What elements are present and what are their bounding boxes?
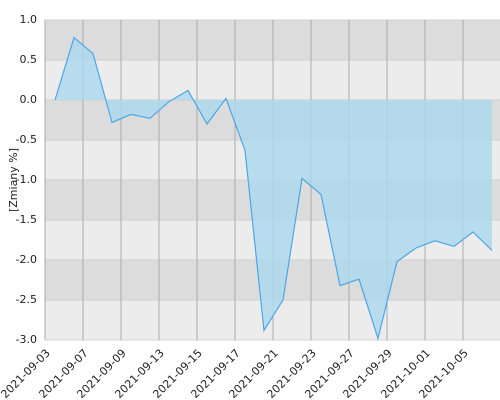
y-tick-label: -2.5 (16, 293, 37, 306)
y-tick-label: 0.0 (20, 93, 38, 106)
y-tick-label: -1.5 (16, 213, 37, 226)
y-tick-label: -0.5 (16, 133, 37, 146)
y-tick-label: -3.0 (16, 333, 37, 346)
y-tick-label: -1.0 (16, 173, 37, 186)
y-tick-label: 0.5 (20, 53, 38, 66)
line (54, 36, 493, 341)
area-fill (55, 37, 492, 339)
y-axis-label: [Zmiany %] (7, 148, 20, 212)
y-tick-label: 1.0 (20, 13, 38, 26)
y-tick-label: -2.0 (16, 253, 37, 266)
